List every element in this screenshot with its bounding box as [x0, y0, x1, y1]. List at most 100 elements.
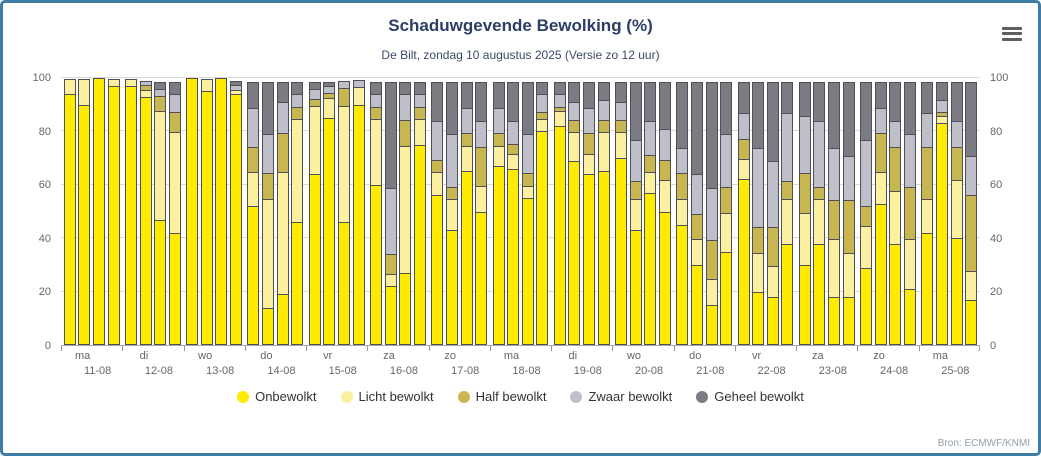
- stacked-bar[interactable]: [690, 78, 703, 345]
- stacked-bar[interactable]: [200, 78, 213, 345]
- bar-segment-geheel-bewolkt: [597, 82, 610, 101]
- stacked-bar[interactable]: [230, 78, 243, 345]
- stacked-bar[interactable]: [860, 78, 873, 345]
- stacked-bar[interactable]: [413, 78, 426, 345]
- stacked-bar[interactable]: [874, 78, 887, 345]
- stacked-bar[interactable]: [904, 78, 917, 345]
- stacked-bar[interactable]: [568, 78, 581, 345]
- stacked-bar[interactable]: [139, 78, 152, 345]
- stacked-bar[interactable]: [597, 78, 610, 345]
- y-tick-label: 0: [44, 340, 51, 352]
- stacked-bar[interactable]: [553, 78, 566, 345]
- bar-segment-onbewolkt: [781, 243, 794, 345]
- stacked-bar[interactable]: [369, 78, 382, 345]
- legend-item[interactable]: Geheel bewolkt: [696, 389, 804, 404]
- stacked-bar[interactable]: [492, 78, 505, 345]
- stacked-bar[interactable]: [813, 78, 826, 345]
- stacked-bar[interactable]: [107, 78, 120, 345]
- legend-item[interactable]: Onbewolkt: [237, 389, 317, 404]
- stacked-bar[interactable]: [828, 78, 841, 345]
- stacked-bar[interactable]: [752, 78, 765, 345]
- stacked-bar[interactable]: [475, 78, 488, 345]
- stacked-bar[interactable]: [798, 78, 811, 345]
- stacked-bar[interactable]: [583, 78, 596, 345]
- chart-subtitle: De Bilt, zondag 10 augustus 2025 (Versie…: [381, 48, 660, 62]
- legend-item[interactable]: Zwaar bewolkt: [570, 389, 672, 404]
- legend-item[interactable]: Half bewolkt: [457, 389, 547, 404]
- bar-segment-licht-bewolkt: [200, 79, 213, 93]
- stacked-bar[interactable]: [521, 78, 534, 345]
- stacked-bar[interactable]: [323, 78, 336, 345]
- stacked-bar[interactable]: [615, 78, 628, 345]
- bar-segment-zwaar-bewolkt: [247, 107, 260, 148]
- stacked-bar[interactable]: [766, 78, 779, 345]
- day-group: [245, 78, 306, 345]
- bar-segment-onbewolkt: [139, 96, 152, 345]
- bar-segment-zwaar-bewolkt: [965, 155, 978, 196]
- stacked-bar[interactable]: [705, 78, 718, 345]
- stacked-bar[interactable]: [460, 78, 473, 345]
- stacked-bar[interactable]: [720, 78, 733, 345]
- bar-segment-licht-bewolkt: [629, 199, 642, 232]
- stacked-bar[interactable]: [965, 78, 978, 345]
- stacked-bar[interactable]: [308, 78, 321, 345]
- stacked-bar[interactable]: [186, 78, 199, 345]
- y-tick-label: 80: [990, 125, 1003, 138]
- bar-segment-onbewolkt: [568, 160, 581, 345]
- stacked-bar[interactable]: [445, 78, 458, 345]
- stacked-bar[interactable]: [536, 78, 549, 345]
- stacked-bar[interactable]: [676, 78, 689, 345]
- bar-segment-geheel-bewolkt: [766, 82, 779, 163]
- hamburger-bar: [1002, 26, 1022, 30]
- stacked-bar[interactable]: [507, 78, 520, 345]
- bar-segment-zwaar-bewolkt: [521, 134, 534, 175]
- stacked-bar[interactable]: [215, 78, 228, 345]
- bar-segment-geheel-bewolkt: [737, 82, 750, 115]
- stacked-bar[interactable]: [921, 78, 934, 345]
- bar-segment-geheel-bewolkt: [965, 82, 978, 157]
- stacked-bar[interactable]: [247, 78, 260, 345]
- stacked-bar[interactable]: [950, 78, 963, 345]
- hamburger-menu-icon[interactable]: [1002, 24, 1022, 43]
- stacked-bar[interactable]: [337, 78, 350, 345]
- stacked-bar[interactable]: [629, 78, 642, 345]
- bar-segment-geheel-bewolkt: [629, 82, 642, 141]
- bar-segment-geheel-bewolkt: [950, 82, 963, 123]
- legend-item[interactable]: Licht bewolkt: [340, 389, 434, 404]
- bar-segment-half-bewolkt: [658, 160, 671, 182]
- stacked-bar[interactable]: [262, 78, 275, 345]
- stacked-bar[interactable]: [154, 78, 167, 345]
- bar-segment-geheel-bewolkt: [553, 82, 566, 96]
- bar-segment-geheel-bewolkt: [798, 82, 811, 117]
- stacked-bar[interactable]: [124, 78, 137, 345]
- bar-segment-licht-bewolkt: [921, 199, 934, 234]
- bar-segment-geheel-bewolkt: [720, 82, 733, 136]
- stacked-bar[interactable]: [936, 78, 948, 345]
- stacked-bar[interactable]: [737, 78, 750, 345]
- stacked-bar[interactable]: [291, 78, 304, 345]
- x-axis-day-label: wo 13-08: [183, 346, 245, 377]
- bar-segment-licht-bewolkt: [798, 212, 811, 266]
- stacked-bar[interactable]: [658, 78, 671, 345]
- stacked-bar[interactable]: [384, 78, 397, 345]
- stacked-bar[interactable]: [276, 78, 289, 345]
- bar-segment-onbewolkt: [168, 232, 181, 345]
- stacked-bar[interactable]: [781, 78, 794, 345]
- stacked-bar[interactable]: [644, 78, 657, 345]
- stacked-bar[interactable]: [63, 78, 76, 345]
- bar-segment-onbewolkt: [950, 238, 963, 345]
- x-axis-day-label: ma 11-08: [61, 346, 122, 377]
- stacked-bar[interactable]: [352, 78, 365, 345]
- stacked-bar[interactable]: [889, 78, 902, 345]
- y-tick-label: 20: [990, 286, 1003, 299]
- x-axis-day-label: za 16-08: [367, 346, 428, 377]
- legend-label: Half bewolkt: [475, 389, 547, 404]
- stacked-bar[interactable]: [78, 78, 91, 345]
- stacked-bar[interactable]: [399, 78, 412, 345]
- stacked-bar[interactable]: [842, 78, 855, 345]
- stacked-bar[interactable]: [431, 78, 444, 345]
- stacked-bar[interactable]: [168, 78, 181, 345]
- stacked-bar[interactable]: [92, 78, 105, 345]
- bar-segment-half-bewolkt: [583, 133, 596, 155]
